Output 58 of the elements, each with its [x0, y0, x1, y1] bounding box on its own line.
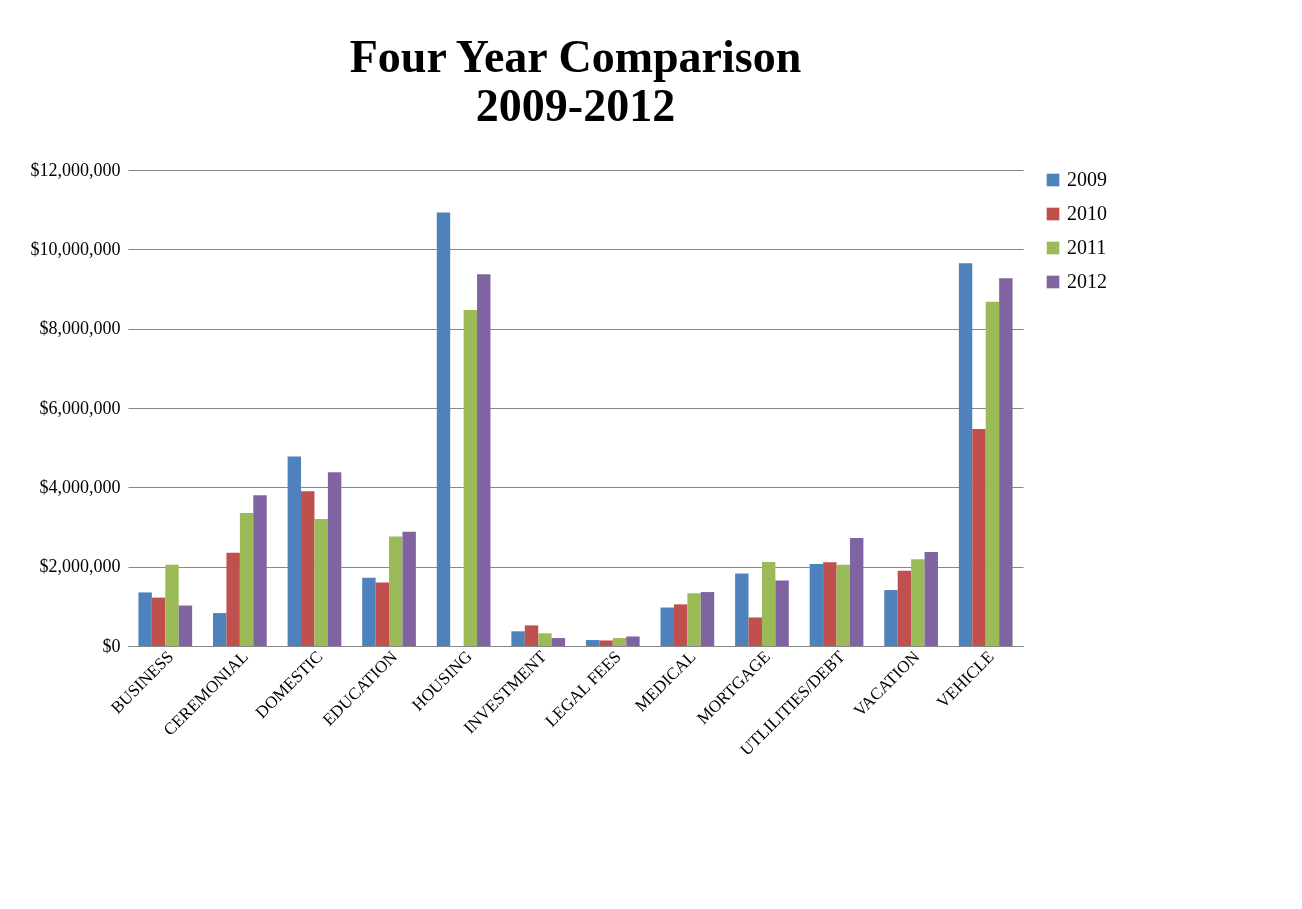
- bar: [849, 538, 864, 646]
- bar: [402, 531, 416, 646]
- y-tick-label: $6,000,000: [39, 397, 121, 418]
- bar: [178, 605, 193, 646]
- bar: [836, 564, 850, 646]
- bar: [775, 580, 789, 646]
- bar: [226, 552, 240, 646]
- bar: [213, 613, 227, 646]
- bar: [287, 456, 302, 646]
- bar: [389, 536, 403, 646]
- y-tick-label: $4,000,000: [39, 476, 121, 497]
- bar: [687, 593, 701, 646]
- legend-label: 2011: [1067, 236, 1107, 258]
- bar: [362, 577, 376, 646]
- bar: [823, 562, 837, 646]
- bar: [524, 625, 539, 646]
- bar: [463, 310, 478, 646]
- bar: [253, 495, 267, 646]
- bar: [239, 513, 254, 646]
- bar: [660, 607, 674, 646]
- bar: [985, 301, 1000, 646]
- y-tick-label: $2,000,000: [39, 556, 121, 577]
- y-tick-label: $12,000,000: [30, 159, 121, 180]
- chart-title: Four Year Comparison: [349, 31, 802, 82]
- legend-label: 2010: [1067, 202, 1107, 224]
- bar: [924, 551, 938, 646]
- bar: [700, 592, 715, 646]
- bar: [999, 278, 1013, 646]
- bar: [958, 263, 973, 646]
- bar: [151, 597, 166, 646]
- y-tick-label: $10,000,000: [30, 238, 121, 259]
- bar: [599, 640, 613, 646]
- bar: [165, 564, 179, 646]
- bar: [477, 274, 491, 646]
- bar: [897, 570, 912, 646]
- bar: [748, 617, 762, 646]
- legend-label: 2009: [1067, 168, 1107, 190]
- legend-label: 2012: [1067, 270, 1107, 292]
- bar: [972, 429, 986, 646]
- bar: [314, 519, 328, 646]
- bar: [612, 638, 627, 646]
- bar: [551, 638, 566, 646]
- bar: [911, 559, 925, 646]
- bar: [511, 631, 525, 646]
- bar: [375, 582, 390, 646]
- bar: [884, 590, 898, 646]
- bar: [626, 636, 640, 646]
- y-tick-label: $8,000,000: [39, 318, 121, 339]
- bar: [585, 640, 600, 646]
- bar: [761, 561, 776, 646]
- bar: [138, 592, 152, 646]
- bar: [436, 212, 451, 646]
- bar: [538, 633, 552, 646]
- bar: [301, 491, 315, 646]
- bar: [673, 604, 688, 646]
- bar: [809, 563, 824, 646]
- bar: [327, 472, 342, 646]
- bar: [735, 573, 749, 646]
